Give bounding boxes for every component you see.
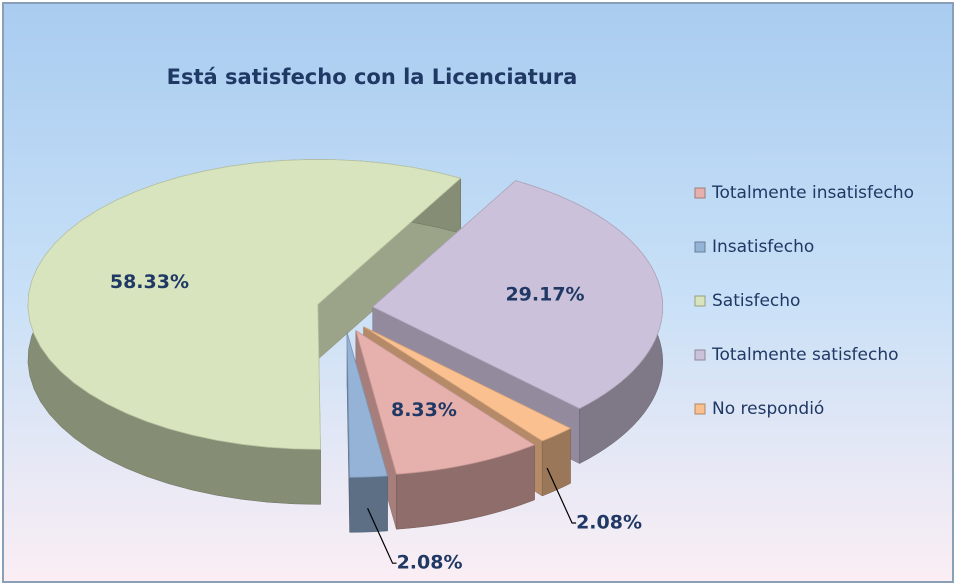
- chart-title: Está satisfecho con la Licenciatura: [167, 65, 578, 89]
- slice-wall: [349, 475, 388, 533]
- legend-label: Totalmente insatisfecho: [711, 183, 914, 203]
- legend-label: Totalmente satisfecho: [711, 345, 899, 365]
- legend-label: Satisfecho: [712, 291, 800, 311]
- legend-label: No respondió: [712, 399, 824, 419]
- legend-label: Insatisfecho: [712, 237, 814, 257]
- legend-swatch: [694, 187, 706, 199]
- data-label: 29.17%: [505, 283, 584, 305]
- legend-swatch: [694, 349, 706, 361]
- data-label: 2.08%: [576, 511, 642, 533]
- data-label: 8.33%: [391, 399, 457, 421]
- slice-group: [27, 159, 462, 505]
- leader-line: [546, 467, 577, 524]
- slice: [27, 159, 462, 450]
- leader-line: [367, 507, 397, 564]
- legend-swatch: [694, 403, 706, 415]
- slice: [372, 180, 664, 409]
- legend-swatch: [694, 241, 706, 253]
- data-label: 58.33%: [110, 271, 189, 293]
- slice: [355, 329, 536, 475]
- slice-group: [355, 329, 536, 530]
- legend-swatch: [694, 295, 706, 307]
- slice-group: [346, 332, 389, 533]
- slice: [363, 326, 572, 442]
- slice: [346, 332, 389, 478]
- data-label: 2.08%: [397, 552, 463, 574]
